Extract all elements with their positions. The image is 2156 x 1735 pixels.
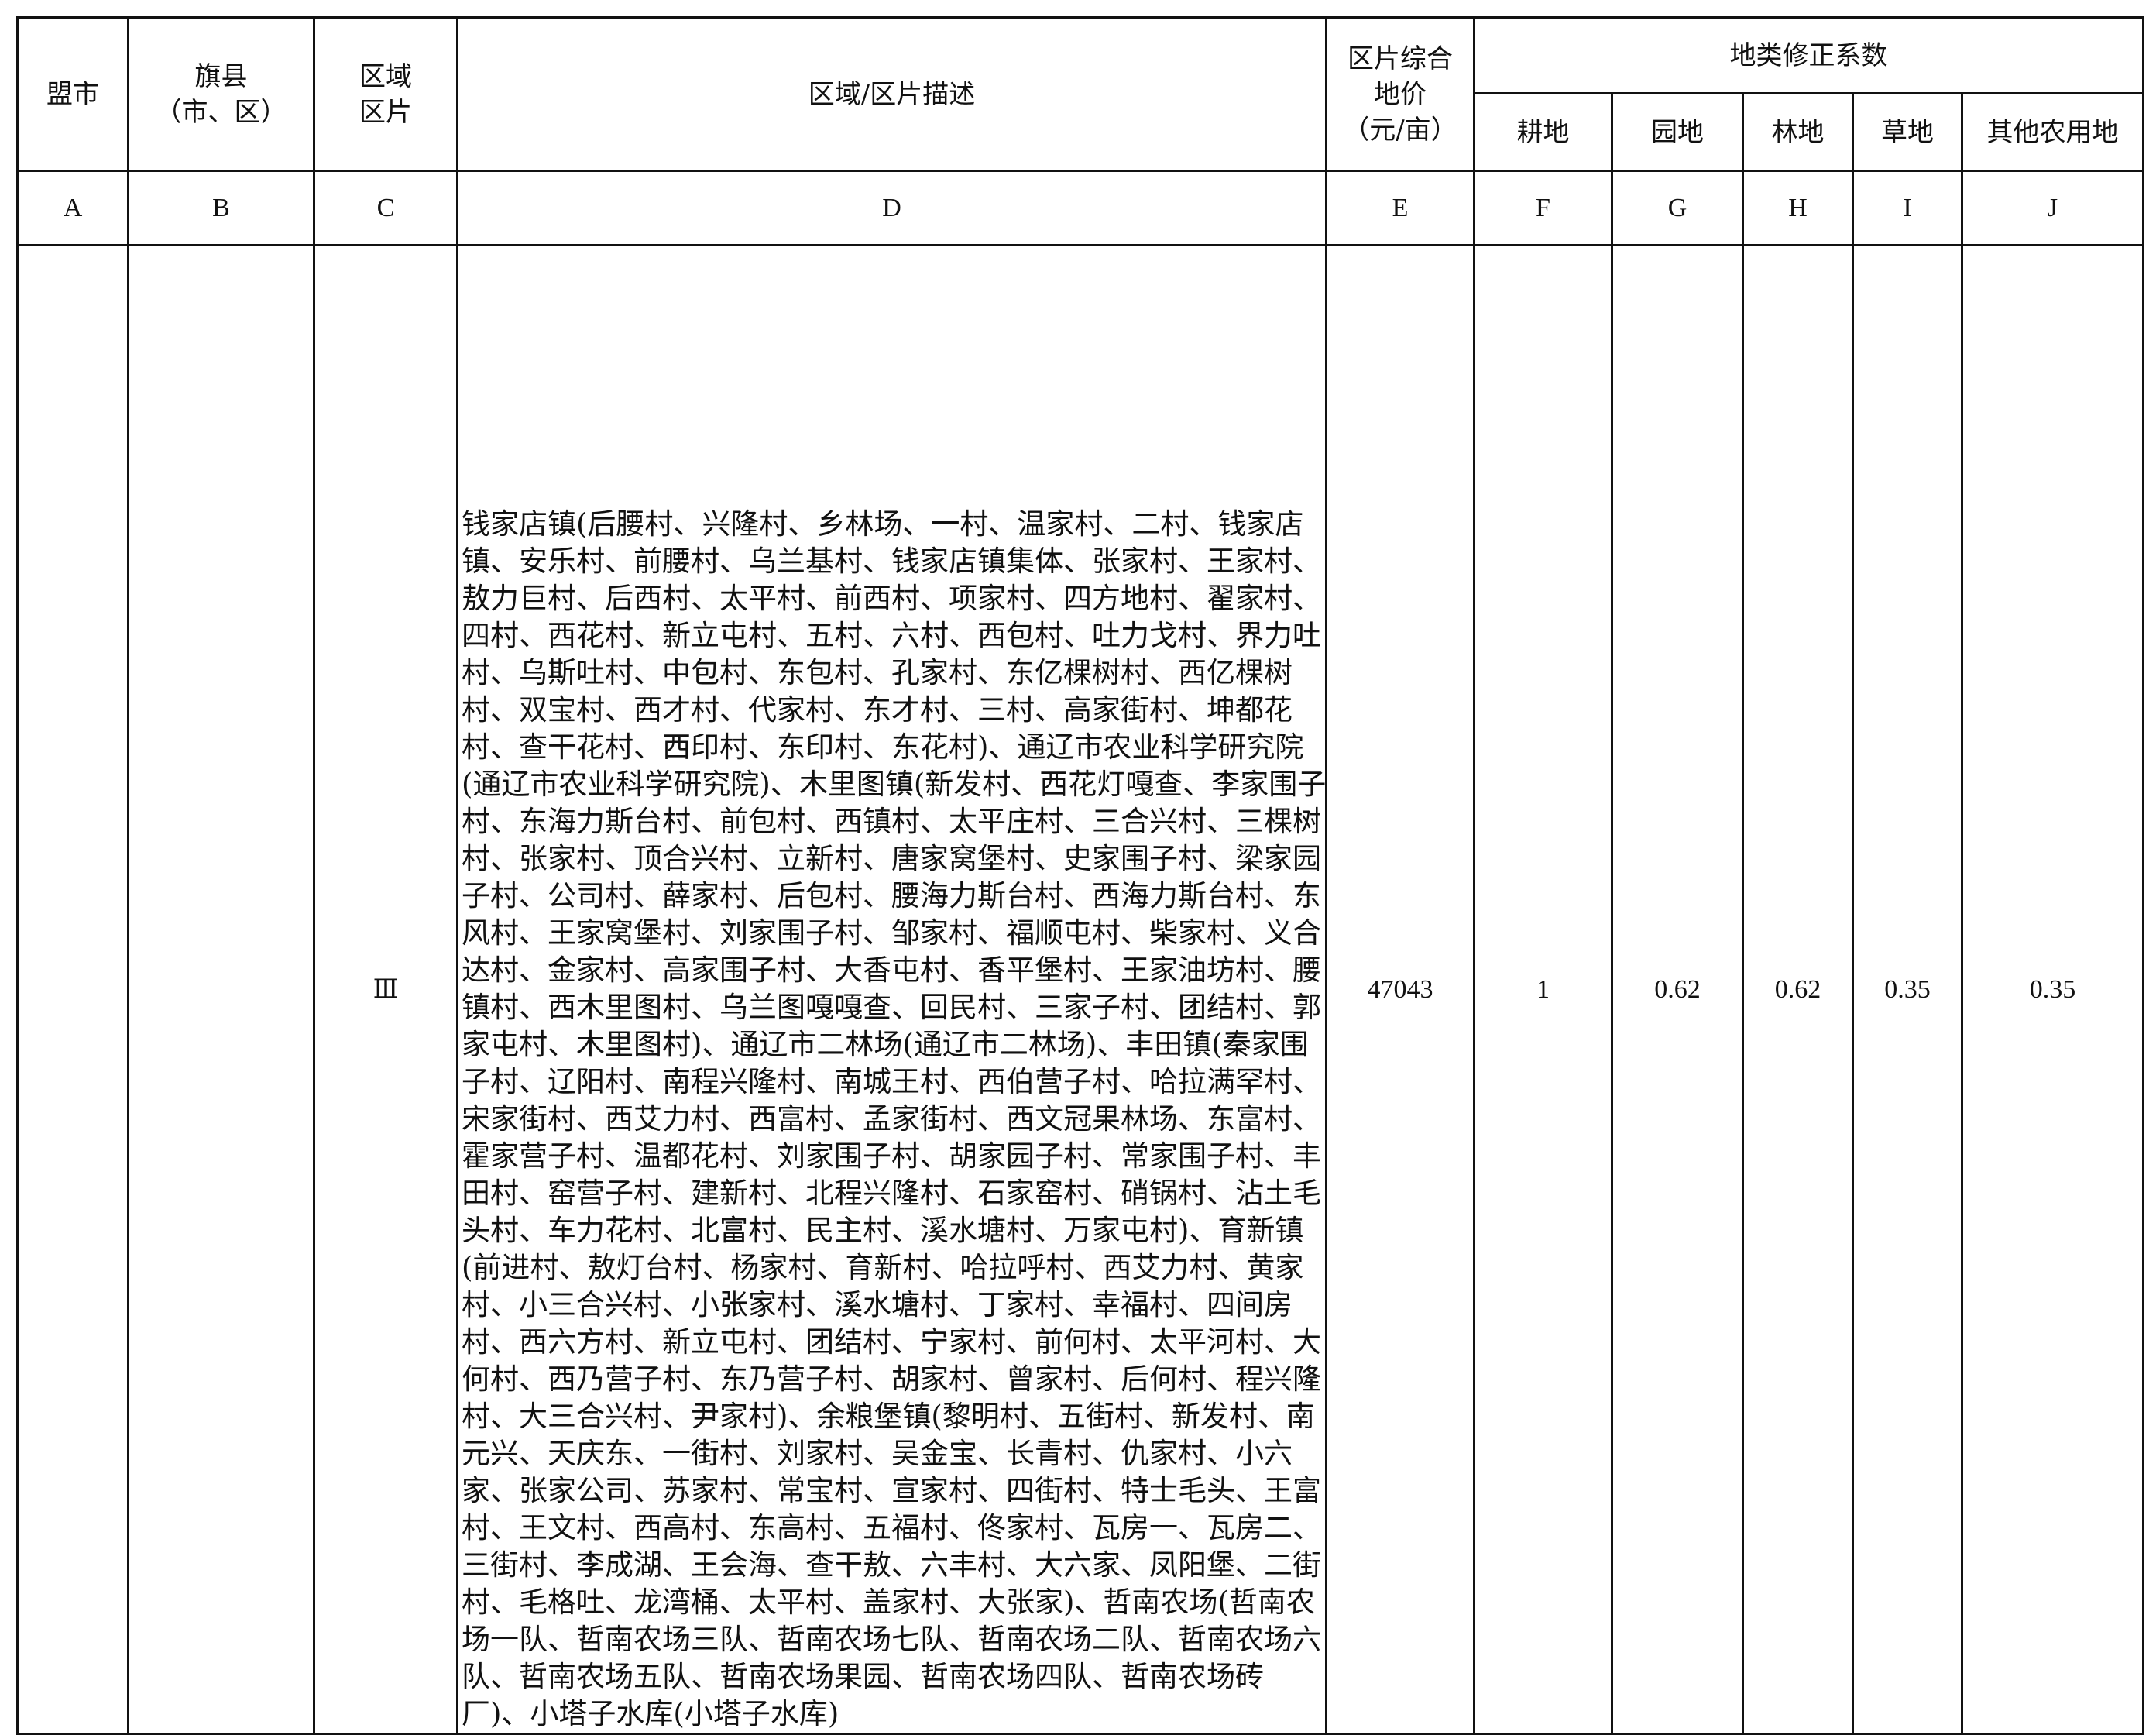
cell-county [127, 244, 315, 1735]
description-line: 钱家店镇(后腰村、兴隆村、乡林场、一村、温家村、二村、钱家店 [462, 507, 1304, 541]
description-line: 队、哲南农场五队、哲南农场果园、哲南农场四队、哲南农场砖 [462, 1660, 1264, 1693]
description-line: 田村、窑营子村、建新村、北程兴隆村、石家窑村、硝锅村、沾土毛 [462, 1177, 1321, 1210]
header-league-city: 盟市 [16, 16, 129, 172]
description-line: 村、乌斯吐村、中包村、东包村、孔家村、东亿棵树村、西亿棵树 [462, 656, 1293, 689]
letter-f: F [1473, 170, 1613, 246]
description-line: 敖力巨村、后西村、太平村、前西村、项家村、四方地村、翟家村、 [462, 582, 1321, 615]
description-line: 子村、辽阳村、南程兴隆村、南城王村、西伯营子村、哈拉满罕村、 [462, 1065, 1321, 1098]
description-line: 村、毛格吐、龙湾桶、太平村、盖家村、大张家)、哲南农场(哲南农 [462, 1586, 1315, 1619]
description-line: 村、西六方村、新立屯村、团结村、宁家村、前何村、太平河村、大 [462, 1325, 1321, 1359]
description-line: 村、查干花村、西印村、东印村、东花村)、通辽市农业科学研究院 [462, 730, 1304, 764]
header-garden: 园地 [1611, 92, 1744, 172]
description-line: 三街村、李成湖、王会海、查干敖、六丰村、大六家、凤阳堡、二街 [462, 1548, 1321, 1582]
header-zone: 区域 区片 [313, 16, 458, 172]
description-line: 头村、车力花村、北富村、民主村、溪水塘村、万家屯村)、育新镇 [462, 1214, 1304, 1247]
letter-b: B [127, 170, 315, 246]
description-line: 场一队、哲南农场三队、哲南农场七队、哲南农场二队、哲南农场六 [462, 1623, 1321, 1656]
cell-grassland: 0.35 [1852, 244, 1963, 1735]
description-line: 村、张家村、顶合兴村、立新村、唐家窝堡村、史家围子村、梁家园 [462, 842, 1321, 875]
letter-d: D [456, 170, 1327, 246]
description-line: 风村、王家窝堡村、刘家围子村、邹家村、福顺屯村、柴家村、义合 [462, 916, 1321, 950]
description-line: 子村、公司村、薛家村、后包村、腰海力斯台村、西海力斯台村、东 [462, 879, 1321, 912]
description-line: 何村、西乃营子村、东乃营子村、胡家村、曾家村、后何村、程兴隆 [462, 1362, 1321, 1396]
description-line: 达村、金家村、高家围子村、大香屯村、香平堡村、王家油坊村、腰 [462, 953, 1321, 987]
description-line: 村、王文村、西高村、东高村、五福村、佟家村、瓦房一、瓦房二、 [462, 1511, 1321, 1544]
land-price-table: 盟市 旗县 （市、区） 区域 区片 区域/区片描述 区片综合 地价 （元/亩） 地类修正… [16, 16, 2145, 1735]
header-correction-group: 地类修正系数 [1472, 16, 2145, 94]
description-line: 村、双宝村、西才村、代家村、东才村、三村、高家街村、坤都花 [462, 693, 1293, 727]
letter-e: E [1325, 170, 1475, 246]
cell-forest: 0.62 [1742, 244, 1854, 1735]
cell-league-city [16, 244, 129, 1735]
cell-farmland: 1 [1473, 244, 1613, 1735]
description-line: 宋家街村、西艾力村、西富村、孟家街村、西文冠果林场、东富村、 [462, 1102, 1321, 1135]
header-other-agri: 其他农用地 [1960, 92, 2145, 172]
description-line: 霍家营子村、温都花村、刘家围子村、胡家园子村、常家围子村、丰 [462, 1139, 1321, 1173]
cell-other-agri: 0.35 [1960, 244, 2145, 1735]
letter-j: J [1960, 170, 2145, 246]
header-forest: 林地 [1742, 92, 1854, 172]
description-line: (通辽市农业科学研究院)、木里图镇(新发村、西花灯嘎查、李家围子 [462, 768, 1325, 801]
description-line: 家、张家公司、苏家村、常宝村、宣家村、四街村、特士毛头、王富 [462, 1474, 1321, 1507]
description-line: 村、大三合兴村、尹家村)、余粮堡镇(黎明村、五街村、新发村、南 [462, 1400, 1315, 1433]
header-description: 区域/区片描述 [456, 16, 1327, 172]
letter-g: G [1611, 170, 1744, 246]
description-line: 镇村、西木里图村、乌兰图嘎嘎查、回民村、三家子村、团结村、郭 [462, 991, 1321, 1024]
description-line: (前进村、敖灯台村、杨家村、育新村、哈拉呼村、西艾力村、黄家 [462, 1251, 1304, 1284]
header-grassland: 草地 [1852, 92, 1963, 172]
header-county: 旗县 （市、区） [127, 16, 315, 172]
header-price: 区片综合 地价 （元/亩） [1325, 16, 1475, 172]
header-farmland: 耕地 [1473, 92, 1613, 172]
letter-c: C [313, 170, 458, 246]
cell-zone: Ⅲ [313, 244, 458, 1735]
description-line: 厂)、小塔子水库(小塔子水库) [462, 1697, 839, 1730]
table-row: Ⅲ 钱家店镇(后腰村、兴隆村、乡林场、一村、温家村、二村、钱家店 镇、安乐村、前腰… [16, 244, 2145, 1735]
description-line: 村、东海力斯台村、前包村、西镇村、太平庄村、三合兴村、三棵树 [462, 805, 1321, 838]
description-line: 元兴、天庆东、一街村、刘家村、吴金宝、长青村、仇家村、小六 [462, 1437, 1293, 1470]
description-line: 镇、安乐村、前腰村、乌兰基村、钱家店镇集体、张家村、王家村、 [462, 545, 1321, 578]
letter-a: A [16, 170, 129, 246]
cell-garden: 0.62 [1611, 244, 1744, 1735]
cell-description: 钱家店镇(后腰村、兴隆村、乡林场、一村、温家村、二村、钱家店 镇、安乐村、前腰村、… [456, 244, 1327, 1735]
letter-row: A B C D E F G H I J [16, 170, 2145, 246]
letter-i: I [1852, 170, 1963, 246]
description-line: 家屯村、木里图村)、通辽市二林场(通辽市二林场)、丰田镇(秦家围 [462, 1028, 1309, 1061]
description-line: 四村、西花村、新立屯村、五村、六村、西包村、吐力戈村、界力吐 [462, 619, 1321, 652]
description-line: 村、小三合兴村、小张家村、溪水塘村、丁家村、幸福村、四间房 [462, 1288, 1293, 1321]
letter-h: H [1742, 170, 1854, 246]
cell-price: 47043 [1325, 244, 1475, 1735]
